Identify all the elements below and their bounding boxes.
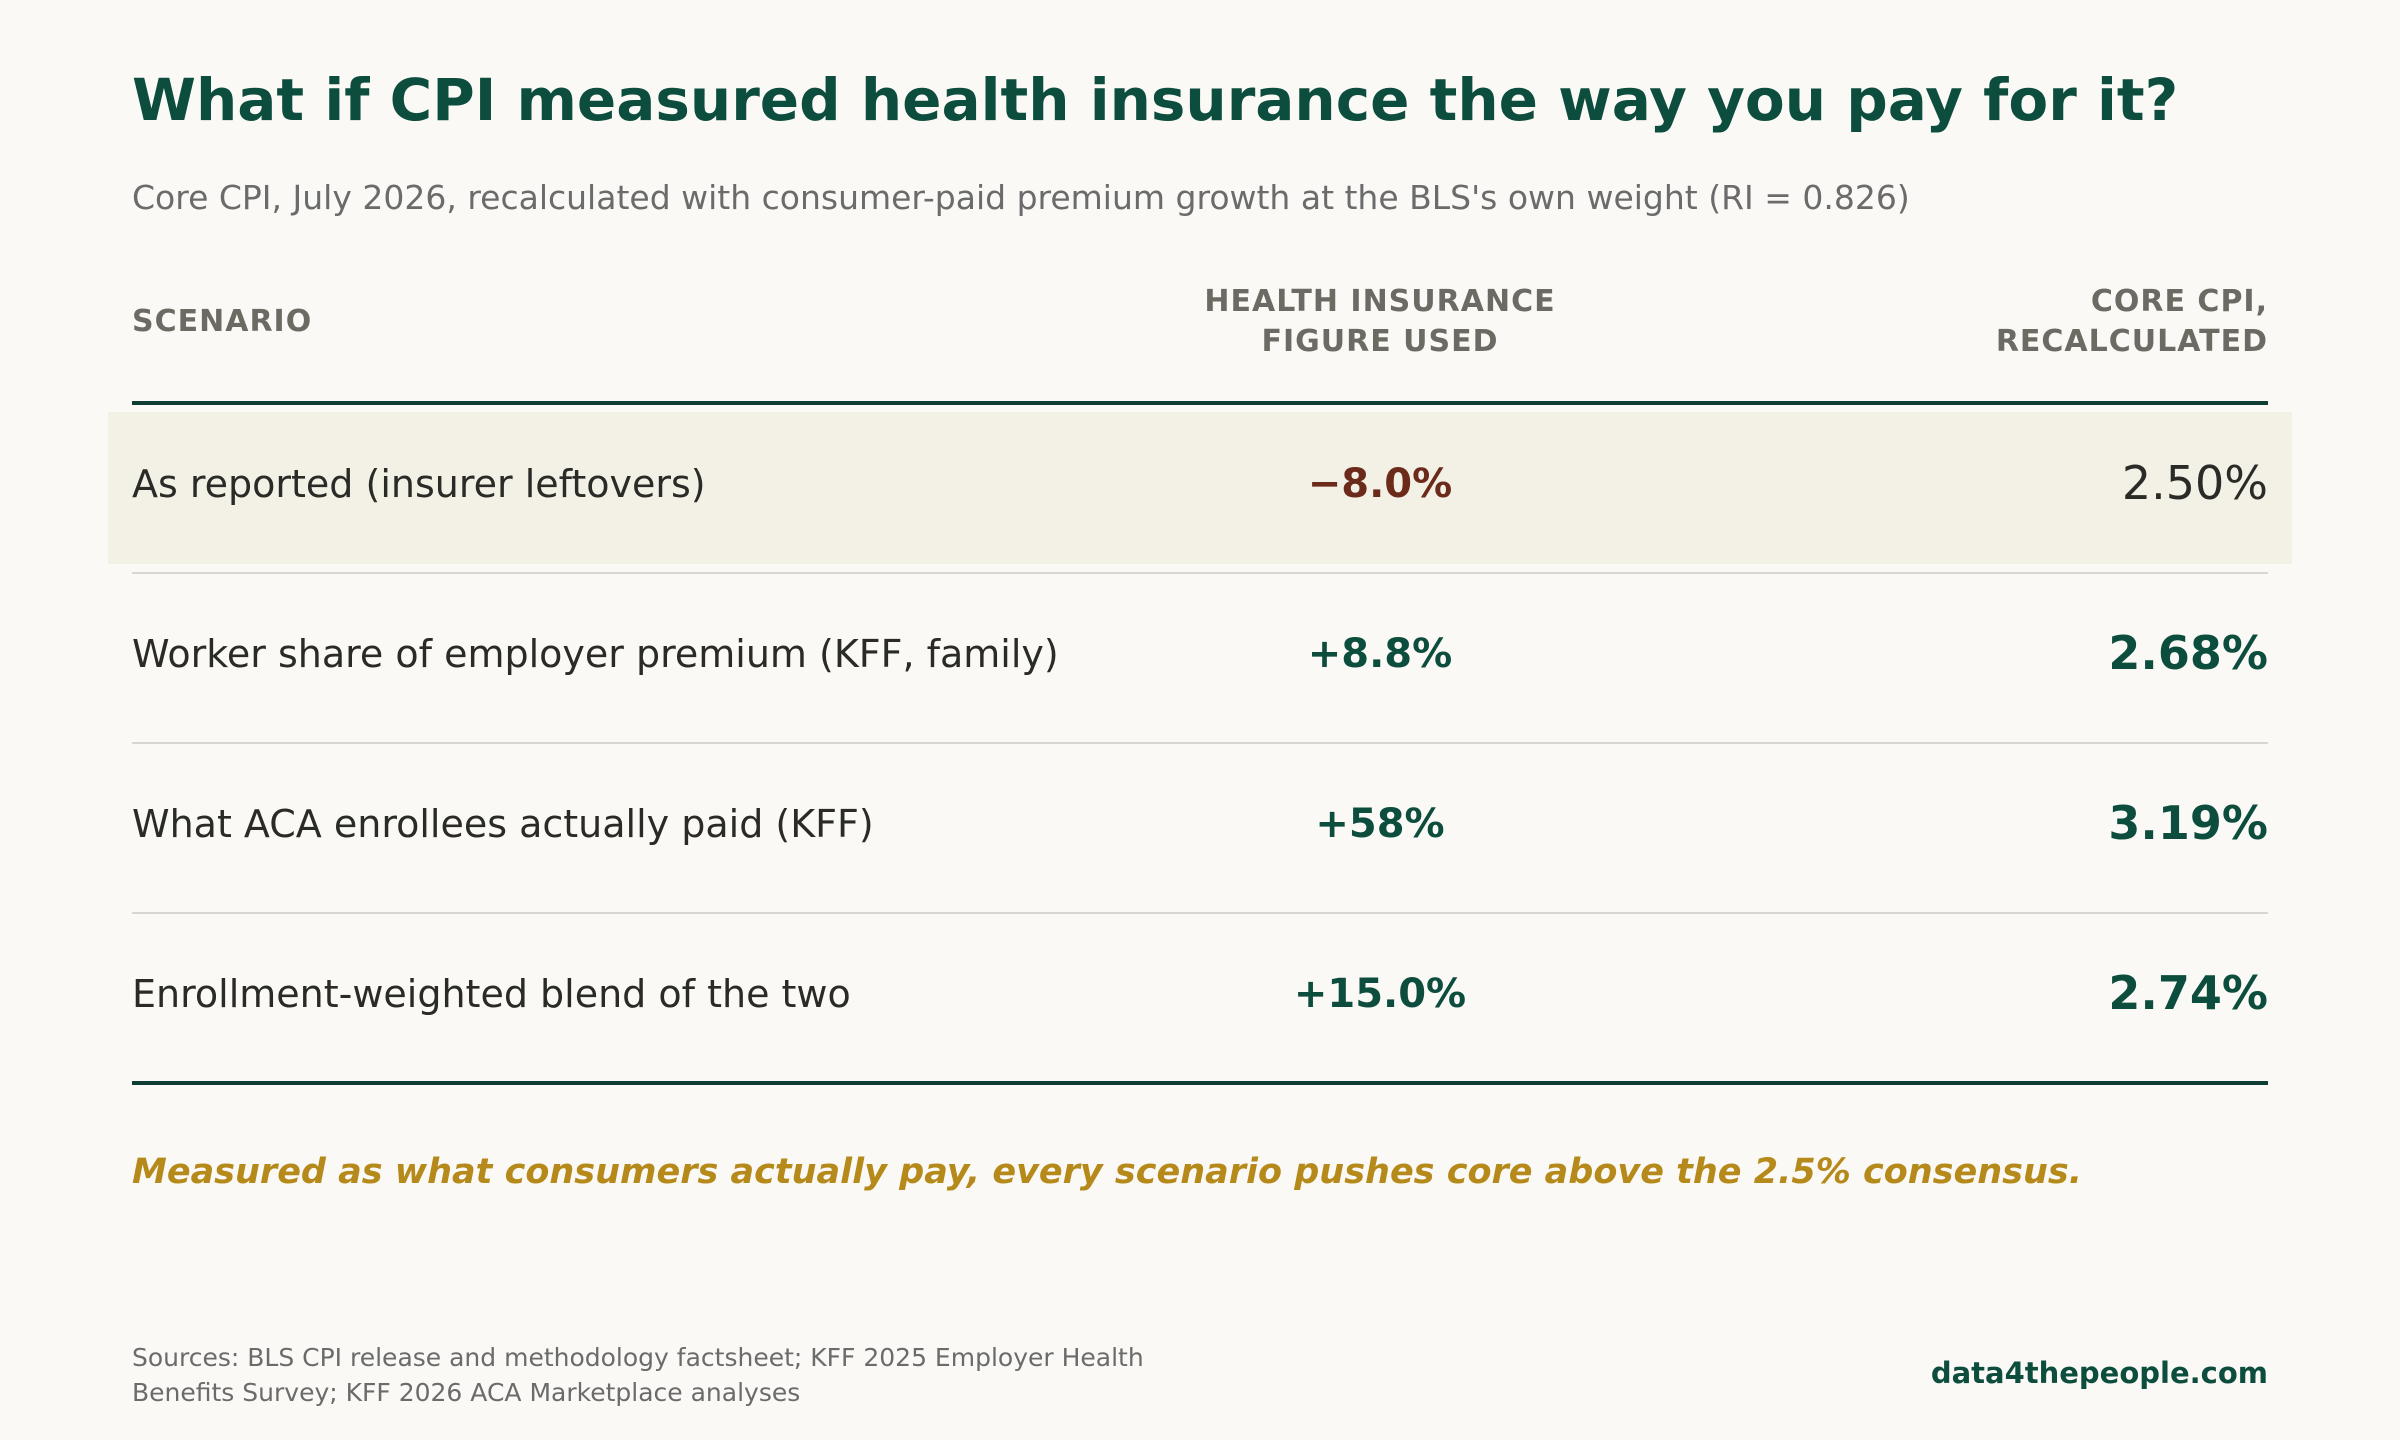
column-header-core-cpi-line2: RECALCULATED [1995,324,2268,359]
health-insurance-value: +8.8% [1307,631,1453,677]
health-insurance-value: +15.0% [1293,971,1467,1017]
core-cpi-value: 3.19% [2108,796,2268,850]
column-header-health-insurance: HEALTH INSURANCE FIGURE USED [1080,282,1680,362]
row-separator [132,742,2268,744]
header-rule [132,401,2268,405]
brand-link[interactable]: data4thepeople.com [1930,1356,2268,1390]
scenario-cell: What ACA enrollees actually paid (KFF) [132,802,874,846]
core-cpi-value: 2.74% [2108,966,2268,1020]
core-cpi-value: 2.68% [2108,626,2268,680]
sources-line-1: Sources: BLS CPI release and methodology… [132,1343,1144,1372]
column-header-core-cpi-line1: CORE CPI, [2090,284,2268,319]
column-header-core-cpi: CORE CPI, RECALCULATED [1668,282,2268,362]
scenario-cell: Worker share of employer premium (KFF, f… [132,632,1059,676]
column-header-scenario: SCENARIO [132,304,313,339]
page-title: What if CPI measured health insurance th… [132,66,2179,134]
column-header-health-insurance-line2: FIGURE USED [1261,324,1499,359]
callout-text: Measured as what consumers actually pay,… [132,1152,2083,1192]
scenario-cell: As reported (insurer leftovers) [132,462,706,506]
column-header-health-insurance-line1: HEALTH INSURANCE [1204,284,1556,319]
scenario-cell: Enrollment-weighted blend of the two [132,972,851,1016]
core-cpi-value: 2.50% [2121,456,2268,510]
table-bottom-rule [132,1081,2268,1085]
highlight-row-background [108,412,2292,564]
page-subtitle: Core CPI, July 2026, recalculated with c… [132,178,1910,217]
row-separator [132,912,2268,914]
health-insurance-value: −8.0% [1307,461,1453,507]
sources-note: Sources: BLS CPI release and methodology… [132,1340,1292,1410]
health-insurance-value: +58% [1315,801,1445,847]
sources-line-2: Benefits Survey; KFF 2026 ACA Marketplac… [132,1378,801,1407]
row-separator [132,572,2268,574]
